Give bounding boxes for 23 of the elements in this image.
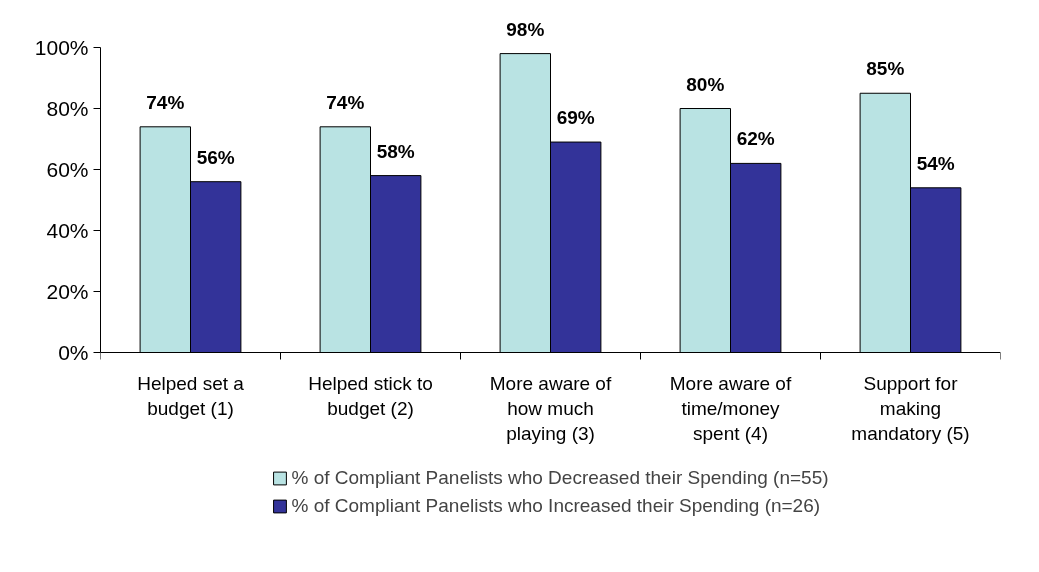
- data-label: 62%: [736, 128, 775, 150]
- x-tick-label: More aware of time/money spent (4): [669, 372, 792, 444]
- y-tick-label: 60%: [46, 158, 89, 181]
- y-tick-label: 0%: [58, 341, 89, 364]
- y-tick-label: 40%: [46, 219, 89, 242]
- legend-label: % of Compliant Panelists who Decreased their Spending (n=55): [291, 467, 829, 489]
- x-tick-label: Helped stick to budget (2): [308, 372, 433, 419]
- data-label: 58%: [376, 140, 415, 162]
- y-tick-label: 20%: [46, 280, 89, 303]
- data-label: 74%: [146, 91, 185, 113]
- data-label: 69%: [556, 107, 595, 129]
- y-tick-label: 80%: [46, 97, 89, 120]
- data-label: 54%: [916, 152, 955, 174]
- legend-label: % of Compliant Panelists who Increased their Spending (n=26): [291, 495, 821, 517]
- data-label: 56%: [196, 146, 235, 168]
- data-label: 74%: [326, 91, 365, 113]
- x-tick-label: Support for making mandatory (5): [851, 372, 970, 444]
- data-label: 80%: [686, 73, 725, 95]
- x-tick-label: Helped set a budget (1): [137, 372, 245, 419]
- x-tick-label: More aware of how much playing (3): [489, 372, 612, 444]
- y-tick-label: 100%: [34, 36, 89, 59]
- data-label: 85%: [866, 58, 905, 80]
- data-label: 98%: [506, 18, 545, 40]
